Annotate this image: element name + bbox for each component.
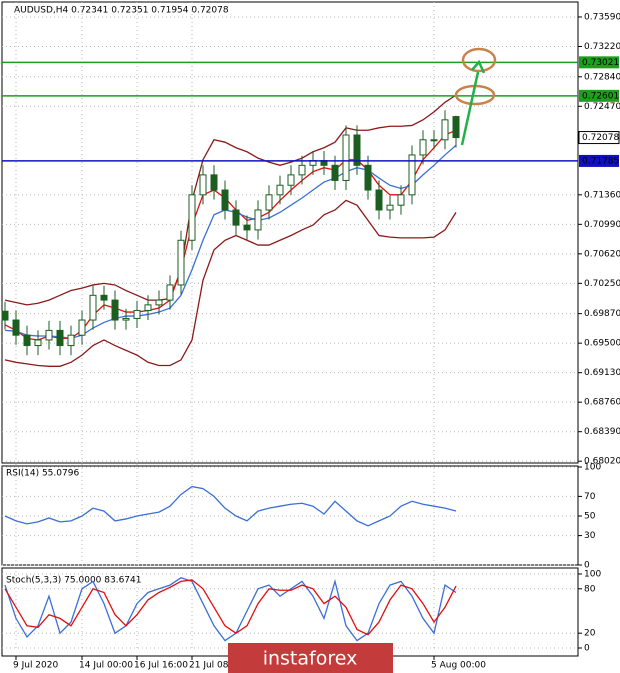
- candle-body: [166, 284, 174, 301]
- target-ellipse: [461, 47, 497, 73]
- candle-body: [375, 189, 383, 211]
- y-tick-label: 0.69130: [584, 368, 620, 378]
- candle-body: [100, 294, 108, 301]
- candle-body: [210, 174, 218, 191]
- y-tick-label: 0.68390: [584, 427, 620, 437]
- y-tick-label: 0: [584, 561, 590, 571]
- candle-body: [441, 119, 449, 141]
- candle-body: [232, 209, 240, 226]
- level-label-box: [579, 89, 619, 102]
- candle-body: [89, 294, 97, 321]
- y-tick-label: 0.68760: [584, 398, 620, 408]
- candle-body: [12, 319, 20, 336]
- y-tick-label: 0.71360: [584, 190, 620, 200]
- candle-body: [243, 224, 251, 231]
- x-tick-label: 16 Jul 16:00: [134, 661, 188, 671]
- panel-title: Stoch(5,3,3) 75.0000 83.6741: [6, 576, 141, 586]
- candle-body: [419, 139, 427, 156]
- candle-body: [452, 116, 460, 139]
- y-tick-label: 80: [584, 584, 596, 594]
- indicator-line: [4, 579, 457, 636]
- candle-body: [144, 304, 152, 311]
- candle-body: [364, 164, 372, 191]
- y-tick-label: 100: [584, 463, 601, 473]
- candle-body: [397, 194, 405, 206]
- indicator-line: [4, 485, 457, 527]
- candle-body: [133, 309, 141, 319]
- candle-body: [221, 189, 229, 211]
- candle-body: [353, 134, 361, 166]
- y-tick-label: 0.69500: [584, 339, 620, 349]
- level-label-box: [579, 154, 619, 167]
- candle-body: [287, 174, 295, 186]
- candle-body: [45, 329, 53, 341]
- indicator-line: [4, 199, 457, 367]
- main-panel: [1, 1, 579, 464]
- candle-body: [331, 164, 339, 181]
- x-tick-label: 14 Jul 00:00: [79, 661, 133, 671]
- y-tick-label: 0.70620: [584, 249, 620, 259]
- x-tick-label: 9 Jul 2020: [13, 661, 58, 671]
- candle-body: [430, 139, 438, 142]
- x-tick-label: 21 Jul 08:00: [189, 661, 243, 671]
- y-tick-label: 0.72470: [584, 102, 620, 112]
- candle-body: [56, 329, 64, 347]
- x-tick-label: 5 Aug 00:00: [431, 661, 486, 671]
- arrow-head: [471, 59, 486, 74]
- panel-title: RSI(14) 55.0796: [6, 469, 79, 479]
- candle-body: [122, 317, 130, 321]
- y-tick-label: 0.73220: [584, 42, 620, 52]
- y-tick-label: 100: [584, 570, 601, 580]
- watermark: instaforex: [263, 648, 358, 670]
- y-tick-label: 20: [584, 629, 596, 639]
- candle-body: [265, 194, 273, 211]
- candle-body: [254, 209, 262, 231]
- candle-body: [276, 184, 284, 196]
- candle-body: [408, 154, 416, 196]
- y-tick-label: 0.68020: [584, 457, 620, 467]
- y-tick-label: 0.70990: [584, 220, 620, 230]
- candle-body: [23, 334, 31, 347]
- candle-body: [1, 310, 9, 321]
- price-label: 0.72078: [582, 133, 619, 143]
- y-tick-label: 0.73590: [584, 12, 620, 22]
- y-tick-label: 30: [584, 531, 596, 541]
- candle-body: [67, 334, 75, 347]
- y-tick-label: 0.72840: [584, 72, 620, 82]
- candle-body: [155, 299, 163, 306]
- panel-title: AUDUSD,H4 0.72341 0.72351 0.71954 0.7207…: [14, 6, 229, 16]
- level-label: 0.71785: [582, 156, 619, 166]
- y-tick-label: 70: [584, 492, 596, 502]
- price-label-box: [578, 131, 620, 145]
- candle-body: [78, 319, 86, 336]
- y-tick-label: 0.70250: [584, 279, 620, 289]
- level-label: 0.73021: [582, 58, 619, 68]
- indicator-line: [4, 144, 457, 340]
- y-tick-label: 0.69870: [584, 309, 620, 319]
- candle-body: [199, 174, 207, 196]
- watermark-banner: [228, 643, 393, 673]
- candle-body: [298, 164, 306, 176]
- indicator-line: [4, 576, 457, 642]
- y-tick-label: 0: [584, 644, 590, 654]
- candle-body: [342, 134, 350, 181]
- candle-body: [111, 299, 119, 321]
- level-label: 0.72601: [582, 91, 619, 101]
- indicator-line: [4, 94, 457, 306]
- y-tick-label: 50: [584, 512, 596, 522]
- level-label-box: [579, 56, 619, 69]
- candle-body: [177, 239, 185, 286]
- forecast-arrow: [460, 71, 480, 146]
- candle-body: [34, 339, 42, 347]
- candle-body: [188, 194, 196, 241]
- candle-body: [386, 204, 394, 211]
